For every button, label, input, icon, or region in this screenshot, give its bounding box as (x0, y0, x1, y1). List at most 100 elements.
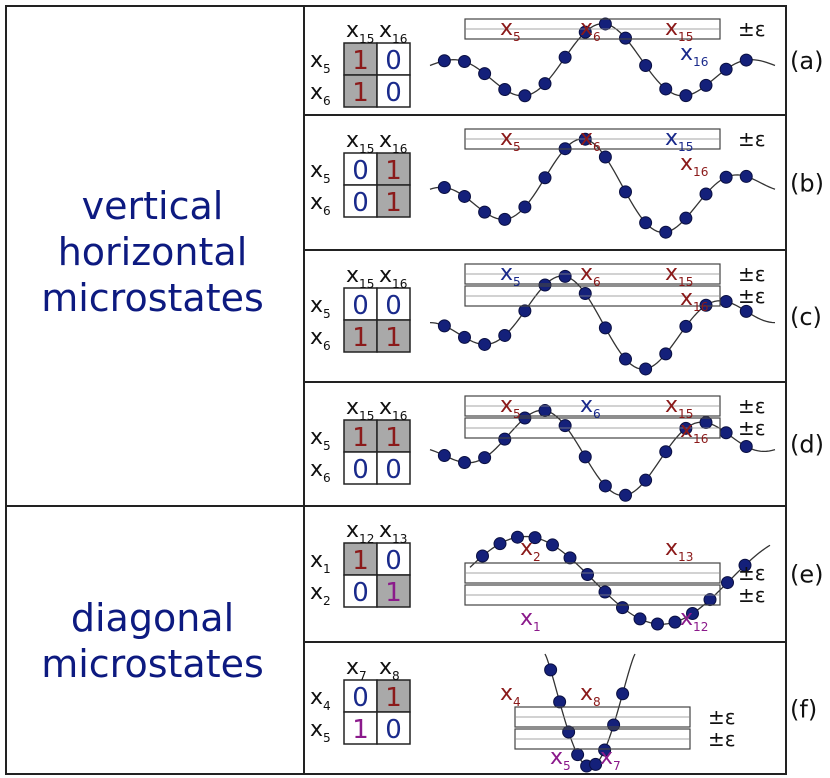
point-label: x5 (500, 16, 521, 44)
bead (498, 432, 512, 446)
point-label-sub: 5 (513, 407, 521, 421)
row-label: x5 (310, 717, 331, 745)
bead (619, 488, 632, 502)
table-cell-value: 1 (385, 683, 402, 713)
column-label: x16 (379, 18, 407, 46)
table-cell-value: 1 (385, 423, 402, 453)
row-label-sub: 5 (323, 172, 331, 186)
bead (659, 82, 673, 96)
row-label: x6 (310, 190, 331, 218)
table-cell-value: 1 (352, 323, 369, 353)
table-cell-value: 0 (352, 683, 369, 713)
panel-e: (e)1 00 1±ε±ε (343, 530, 824, 631)
column-separator (303, 5, 305, 775)
table-cell (376, 74, 411, 108)
energy-curve (429, 23, 776, 97)
epsilon-label: ±ε (738, 561, 766, 585)
bead (719, 170, 733, 184)
point-label-base: x (665, 536, 678, 561)
table-cell-value: 0 (385, 455, 402, 485)
bead (719, 426, 733, 440)
bead (538, 171, 552, 185)
row-label-base: x (310, 457, 323, 482)
bead (616, 601, 629, 615)
point-label-base: x (500, 393, 513, 418)
row-label: x5 (310, 158, 331, 186)
point-label: x5 (550, 745, 571, 773)
point-label-sub: 16 (693, 55, 708, 69)
row-label-base: x (310, 717, 323, 742)
row-label: x5 (310, 425, 331, 453)
table-cell (376, 542, 411, 576)
column-label-sub: 16 (392, 142, 407, 156)
point-label-base: x (580, 393, 593, 418)
column-label-base: x (379, 263, 392, 288)
row-label: x6 (310, 80, 331, 108)
row-label-base: x (310, 48, 323, 73)
row-label-sub: 1 (323, 562, 331, 576)
epsilon-label: ±ε (738, 262, 766, 286)
bead (659, 347, 673, 361)
table-cell (376, 419, 411, 453)
bead (598, 321, 612, 335)
point-label-sub: 15 (678, 30, 693, 44)
panel-tag: (a) (790, 47, 823, 75)
table-cell-value: 1 (352, 546, 369, 576)
point-label-sub: 15 (678, 275, 693, 289)
bead (616, 687, 630, 701)
bead (639, 216, 653, 230)
bead (699, 187, 713, 201)
bead (699, 298, 713, 312)
point-label-base: x (580, 126, 593, 151)
column-label-base: x (379, 128, 392, 153)
table-cell-value: 0 (352, 156, 369, 186)
bead (458, 189, 471, 203)
point-label-base: x (500, 681, 513, 706)
panel-d: (d) 1 10 0 ±ε±ε (343, 394, 824, 502)
bead (478, 67, 492, 81)
point-label: x7 (600, 745, 621, 773)
row-label-sub: 2 (323, 594, 331, 608)
table-cell (343, 74, 378, 108)
column-label: x7 (346, 655, 367, 683)
point-label: x15 (665, 393, 693, 421)
point-label: x5 (500, 261, 521, 289)
row-label-base: x (310, 548, 323, 573)
column-label-base: x (346, 655, 359, 680)
column-label-base: x (379, 18, 392, 43)
group-separator (5, 505, 787, 507)
bead (651, 617, 664, 631)
panel-tag: (f) (790, 696, 817, 724)
point-label-base: x (520, 606, 533, 631)
column-label-sub: 15 (359, 409, 374, 423)
column-label-base: x (379, 518, 392, 543)
point-label-base: x (600, 745, 613, 770)
column-label: x8 (379, 655, 400, 683)
point-label-base: x (580, 261, 593, 286)
epsilon-label: ±ε (738, 127, 766, 151)
bead (518, 200, 532, 214)
epsilon-label: ±ε (738, 416, 766, 440)
bead (437, 54, 451, 68)
table-cell-value: 0 (385, 78, 402, 108)
point-label: x12 (680, 606, 708, 634)
table-cell-value: 0 (352, 455, 369, 485)
column-label-sub: 16 (392, 409, 407, 423)
panel-tag: (b) (790, 170, 824, 198)
row-label-sub: 5 (323, 731, 331, 745)
bead (739, 169, 753, 183)
panel-a: (a) 1 01 0 ±ε (343, 17, 823, 108)
table-cell-value: 1 (352, 715, 369, 745)
bead (581, 567, 594, 581)
group-label-vertical-horizontal: vertical horizontal microstates (10, 183, 295, 321)
point-label: x1 (520, 606, 541, 634)
point-label: x2 (520, 536, 541, 564)
bead (598, 479, 612, 493)
panel-f: (f) 0 11 0 ±ε±ε (343, 653, 817, 773)
group-label-line: diagonal (70, 596, 235, 640)
point-label-sub: 5 (513, 275, 521, 289)
point-label-sub: 15 (678, 407, 693, 421)
row-label: x6 (310, 325, 331, 353)
bead (458, 330, 471, 344)
bead (458, 456, 471, 470)
